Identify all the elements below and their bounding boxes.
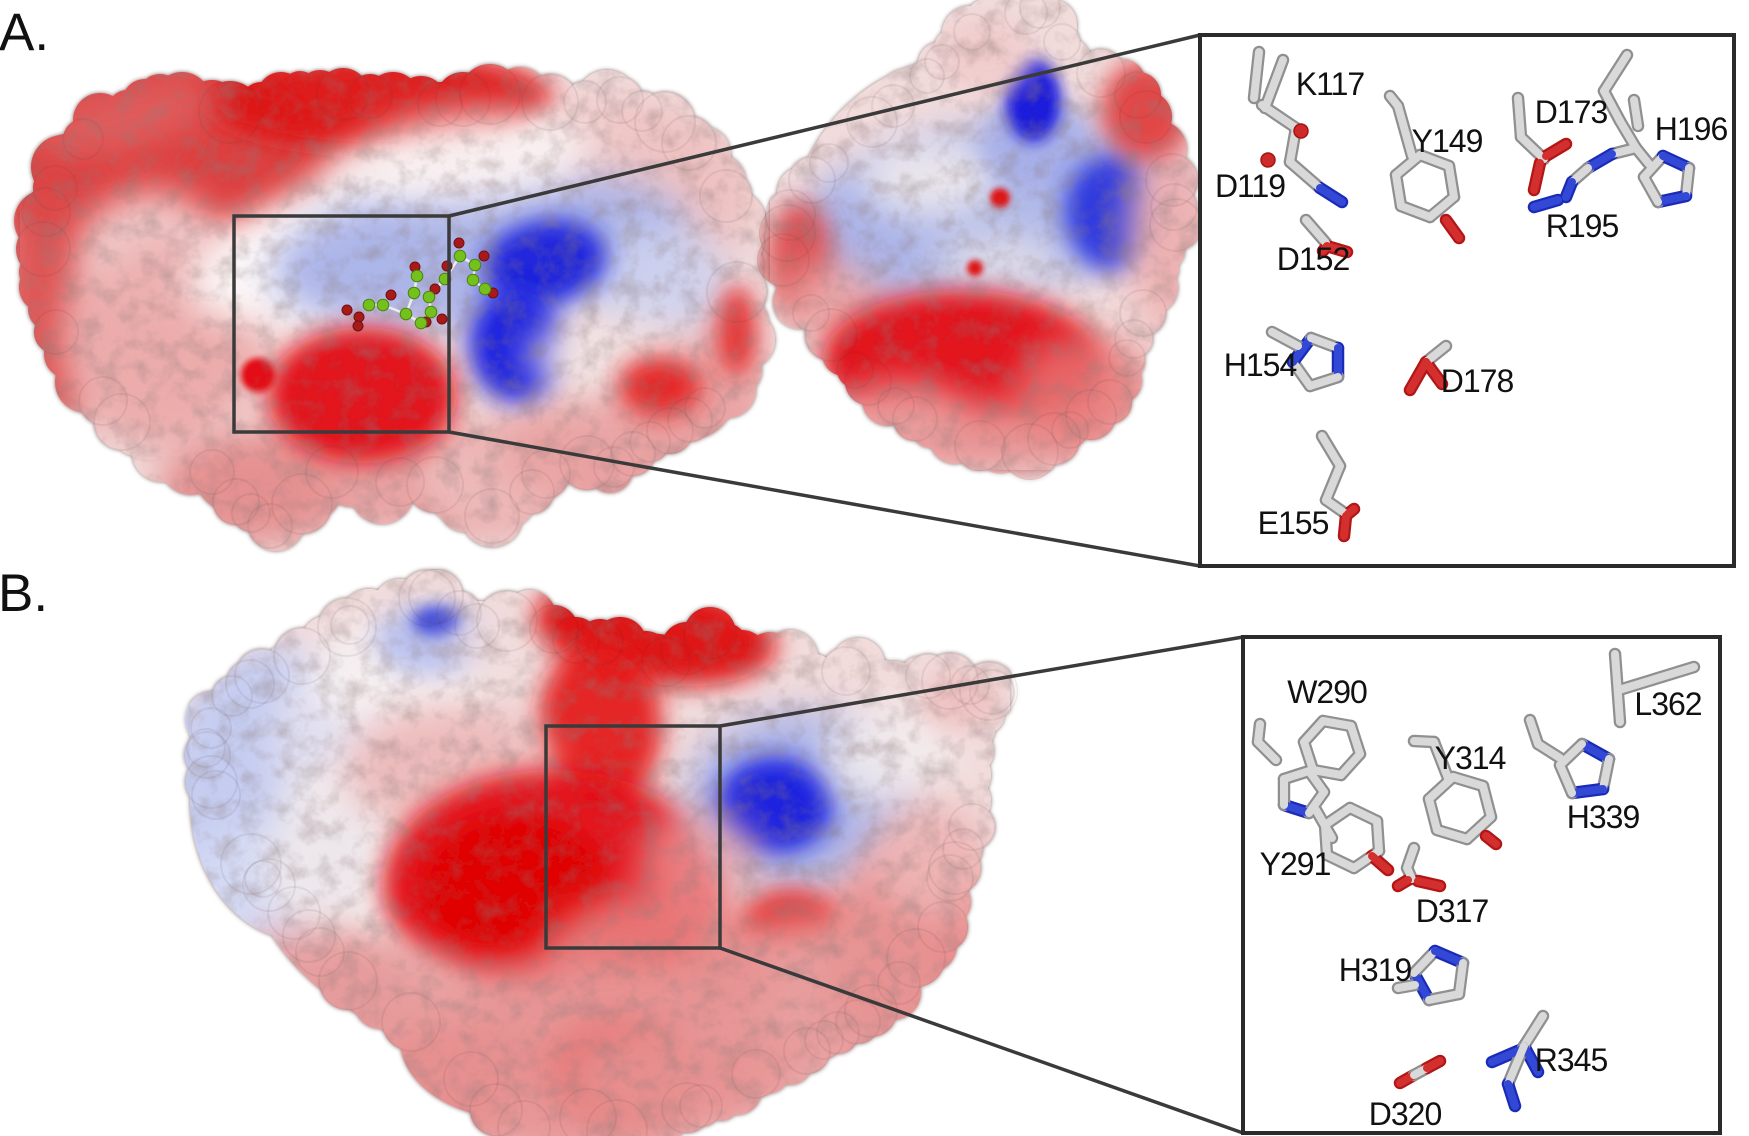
svg-text:B.: B.	[0, 564, 48, 623]
svg-text:Y149: Y149	[1412, 123, 1483, 159]
svg-text:A.: A.	[0, 3, 49, 62]
svg-text:H339: H339	[1567, 799, 1640, 835]
svg-text:D152: D152	[1277, 241, 1350, 277]
svg-text:R195: R195	[1546, 208, 1619, 244]
svg-text:K117: K117	[1296, 66, 1365, 102]
svg-text:D178: D178	[1441, 363, 1514, 399]
svg-text:R345: R345	[1535, 1042, 1608, 1078]
svg-text:E155: E155	[1258, 505, 1329, 541]
svg-text:H196: H196	[1655, 111, 1728, 147]
svg-text:D119: D119	[1215, 168, 1285, 204]
svg-text:H154: H154	[1224, 347, 1297, 383]
svg-text:D320: D320	[1369, 1096, 1442, 1132]
svg-text:Y314: Y314	[1435, 740, 1506, 776]
svg-text:W290: W290	[1287, 674, 1367, 710]
svg-text:D173: D173	[1535, 94, 1608, 130]
svg-text:H319: H319	[1339, 952, 1412, 988]
svg-text:D317: D317	[1416, 893, 1489, 929]
svg-text:L362: L362	[1634, 686, 1701, 722]
svg-text:Y291: Y291	[1260, 846, 1331, 882]
